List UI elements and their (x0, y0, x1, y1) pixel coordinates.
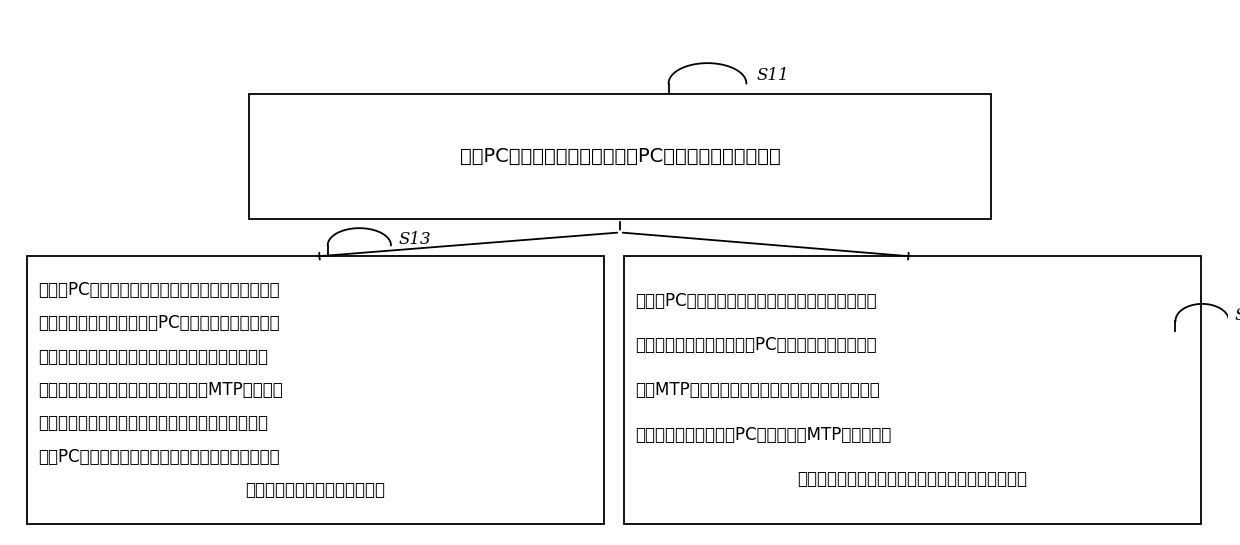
Bar (624, 257, 1200, 524)
Text: 执行对应的复制操作或剪切操作: 执行对应的复制操作或剪切操作 (246, 481, 386, 499)
Text: S13: S13 (398, 231, 430, 248)
Text: ，发送第一操作集合至所述PC端，所述第一操作集合: ，发送第一操作集合至所述PC端，所述第一操作集合 (635, 336, 877, 354)
Text: ，发送第二操作集合至所述PC端，所述第二操作集合: ，发送第二操作集合至所述PC端，所述第二操作集合 (38, 314, 280, 332)
Text: 所述PC端根据所述原生的复制对象和原生的剪切对象: 所述PC端根据所述原生的复制对象和原生的剪切对象 (38, 448, 280, 466)
Text: 若所述PC端的操作系统版本信息为第一指定版本信息: 若所述PC端的操作系统版本信息为第一指定版本信息 (635, 292, 877, 310)
Text: 操作集合用于指示所述PC端根据所述MTP协议支持的: 操作集合用于指示所述PC端根据所述MTP协议支持的 (635, 426, 892, 444)
Text: S11: S11 (756, 67, 789, 84)
Text: 复制对象或剪切对象执行对应的复制操作或剪切操作: 复制对象或剪切对象执行对应的复制操作或剪切操作 (797, 470, 1027, 488)
Bar (249, 94, 991, 219)
Text: 在与PC端建立连接后，获取所述PC端的操作系统版本信息: 在与PC端建立连接后，获取所述PC端的操作系统版本信息 (460, 147, 780, 166)
Bar (27, 257, 604, 524)
Text: 包括安卓原生的复制对象和原生的剪切对象，所述原: 包括安卓原生的复制对象和原生的剪切对象，所述原 (38, 348, 269, 366)
Text: 若所述PC端的操作系统版本信息为第二指定版本信息: 若所述PC端的操作系统版本信息为第二指定版本信息 (38, 281, 280, 299)
Text: S12: S12 (1235, 306, 1240, 324)
Text: 包括MTP协议支持的复制对象和剪切对象，所述第一: 包括MTP协议支持的复制对象和剪切对象，所述第一 (635, 381, 880, 399)
Text: 的复制对象、剪切对象不同，所述第二操作集合指示: 的复制对象、剪切对象不同，所述第二操作集合指示 (38, 414, 269, 432)
Text: 生的复制对象、原生的剪切对象与所述MTP协议支持: 生的复制对象、原生的剪切对象与所述MTP协议支持 (38, 381, 283, 399)
